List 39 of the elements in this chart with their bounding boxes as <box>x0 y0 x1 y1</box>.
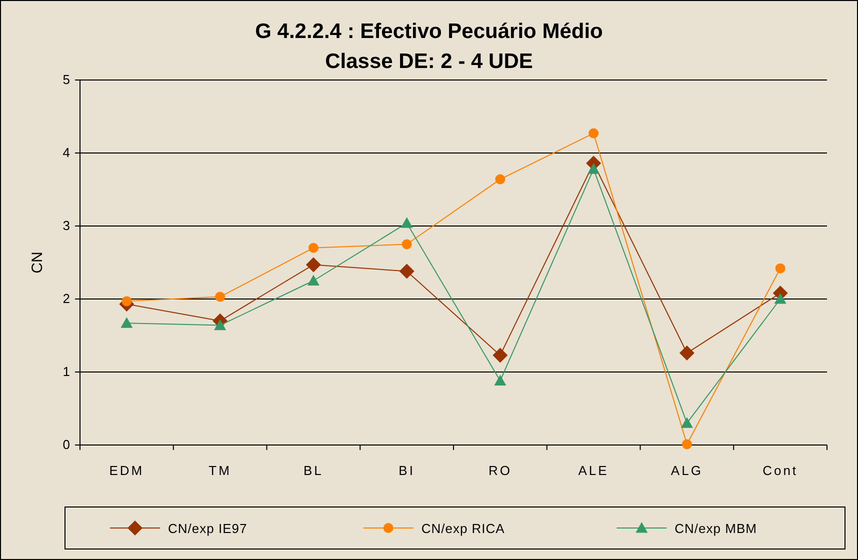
legend-label: CN/exp MBM <box>674 521 757 536</box>
point <box>495 174 506 184</box>
x-tick-label: BI <box>398 463 415 478</box>
point <box>306 257 321 272</box>
point <box>400 217 413 228</box>
point <box>214 319 226 330</box>
point <box>120 317 133 328</box>
chart-subtitle: Classe DE: 2 - 4 UDE <box>325 50 533 73</box>
point <box>492 348 508 363</box>
y-tick-label: 4 <box>62 145 70 160</box>
point <box>494 374 506 386</box>
x-tick-label: TM <box>208 463 232 478</box>
x-tick-label: BL <box>303 463 324 478</box>
y-tick-label: 5 <box>62 72 70 87</box>
y-tick-label: 1 <box>62 364 70 379</box>
point <box>775 263 786 274</box>
point <box>682 439 692 450</box>
point <box>308 242 318 253</box>
legend-label: CN/exp RICA <box>421 521 505 536</box>
y-axis-title: CN <box>29 252 46 274</box>
chart-title: G 4.2.2.4 : Efectivo Pecuário Médio <box>255 20 603 43</box>
y-tick-label: 0 <box>62 437 70 452</box>
x-tick-label: Cont <box>762 463 798 478</box>
point <box>307 274 320 286</box>
point <box>679 346 694 361</box>
x-tick-label: ALE <box>578 463 609 478</box>
x-tick-label: ALG <box>670 463 703 478</box>
point <box>774 293 786 304</box>
point <box>215 292 226 302</box>
point <box>680 417 693 428</box>
point <box>588 163 600 174</box>
y-tick-label: 3 <box>62 218 70 233</box>
x-tick-label: RO <box>488 463 512 478</box>
x-tick-label: EDM <box>109 463 144 478</box>
legend-label: CN/exp IE97 <box>168 521 248 536</box>
point <box>588 128 599 138</box>
point <box>402 239 412 250</box>
y-tick-label: 2 <box>62 291 70 306</box>
point <box>399 264 414 279</box>
